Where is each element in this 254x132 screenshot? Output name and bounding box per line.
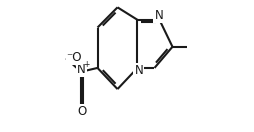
Text: O: O [77, 105, 86, 118]
Text: N: N [154, 9, 163, 22]
Text: N: N [134, 64, 143, 77]
Text: +: + [83, 60, 90, 69]
Text: N: N [77, 63, 86, 76]
Text: ⁻O: ⁻O [67, 51, 82, 64]
